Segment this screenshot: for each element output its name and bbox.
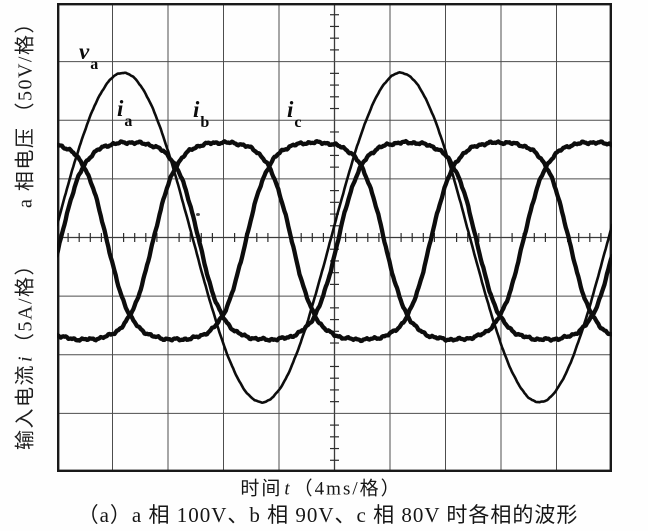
trace-ib [57, 139, 612, 344]
scan-artifact-dot [196, 213, 200, 216]
scope-graticule-and-traces [57, 3, 612, 472]
waveform-label-va: va [79, 39, 98, 72]
trace-ia [57, 138, 612, 343]
y-axis-voltage-text: a 相电压 [14, 126, 37, 208]
y-axis-current-text: 输入电流 [14, 364, 37, 451]
waveform-label-ia: ia [117, 96, 132, 129]
va-subscript: a [90, 55, 99, 73]
trace-va [57, 71, 612, 404]
ia-subscript: a [124, 112, 133, 130]
ib-subscript: b [200, 113, 210, 131]
va-symbol: v [79, 39, 90, 64]
figure-caption: （a）a 相 100V、b 相 90V、c 相 80V 时各相的波形 [77, 503, 579, 527]
trace-ic [57, 139, 612, 343]
y-axis-current-variable: i [14, 354, 37, 363]
waveform-label-ic: ic [287, 97, 302, 130]
y-axis-label-current: 输入电流i（5A/格） [9, 254, 38, 450]
ia-symbol: i [117, 96, 124, 121]
x-axis-scale: （4ms/格） [293, 478, 402, 500]
ic-symbol: i [287, 97, 294, 122]
y-axis-current-scale: （5A/格） [14, 253, 37, 353]
y-axis-voltage-variable [15, 123, 37, 127]
ib-symbol: i [193, 97, 200, 122]
ic-subscript: c [294, 113, 302, 131]
y-axis-label-voltage: a 相电压 （50V/格） [9, 12, 38, 208]
x-axis-variable: t [284, 478, 292, 500]
waveform-label-ib: ib [193, 97, 209, 130]
x-axis-label: 时间 t （4ms/格） [240, 474, 401, 501]
x-axis-text: 时间 [240, 478, 283, 500]
y-axis-voltage-scale: （50V/格） [14, 12, 37, 123]
graticule-border [57, 3, 612, 472]
